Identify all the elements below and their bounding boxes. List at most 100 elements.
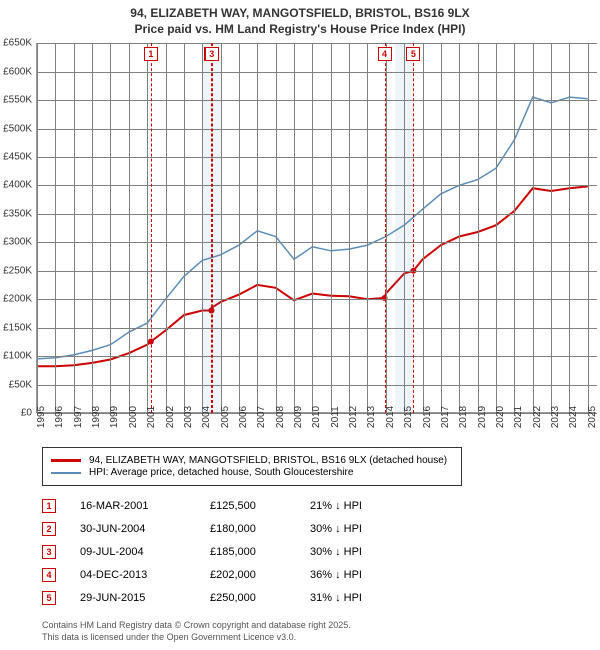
gridline-v bbox=[441, 43, 442, 413]
x-axis-label: 2005 bbox=[220, 406, 231, 428]
x-axis-label: 2025 bbox=[587, 406, 598, 428]
y-axis-label: £0 bbox=[21, 408, 32, 419]
marker-vline bbox=[212, 43, 213, 413]
gridline-v bbox=[478, 43, 479, 413]
table-row: 404-DEC-2013£202,00036% ↓ HPI bbox=[42, 565, 600, 585]
table-marker: 1 bbox=[42, 499, 56, 513]
table-pct: 21% ↓ HPI bbox=[310, 500, 410, 512]
legend-row-red: 94, ELIZABETH WAY, MANGOTSFIELD, BRISTOL… bbox=[51, 455, 453, 466]
x-axis-label: 1995 bbox=[36, 406, 47, 428]
x-axis-label: 2017 bbox=[440, 406, 451, 428]
table-price: £180,000 bbox=[210, 523, 310, 535]
gridline-v bbox=[129, 43, 130, 413]
x-axis-label: 2022 bbox=[532, 406, 543, 428]
gridline-h bbox=[37, 271, 597, 272]
table-row: 309-JUL-2004£185,00030% ↓ HPI bbox=[42, 542, 600, 562]
legend-swatch-red bbox=[51, 459, 81, 462]
gridline-h bbox=[37, 129, 597, 130]
gridline-v bbox=[331, 43, 332, 413]
gridline-v bbox=[514, 43, 515, 413]
y-axis-label: £350K bbox=[3, 208, 32, 219]
gridline-v bbox=[569, 43, 570, 413]
gridline-h bbox=[37, 356, 597, 357]
gridline-v bbox=[74, 43, 75, 413]
table-marker: 4 bbox=[42, 568, 56, 582]
table-price: £250,000 bbox=[210, 592, 310, 604]
gridline-v bbox=[312, 43, 313, 413]
gridline-h bbox=[37, 242, 597, 243]
x-axis-label: 2009 bbox=[293, 406, 304, 428]
footer-line2: This data is licensed under the Open Gov… bbox=[42, 632, 600, 644]
table-date: 30-JUN-2004 bbox=[80, 523, 210, 535]
gridline-v bbox=[533, 43, 534, 413]
table-marker: 5 bbox=[42, 591, 56, 605]
x-axis-label: 2012 bbox=[348, 406, 359, 428]
x-axis-label: 1996 bbox=[54, 406, 65, 428]
table-marker: 2 bbox=[42, 522, 56, 536]
table-price: £202,000 bbox=[210, 569, 310, 581]
gridline-h bbox=[37, 385, 597, 386]
x-axis-label: 2013 bbox=[366, 406, 377, 428]
chart-title: 94, ELIZABETH WAY, MANGOTSFIELD, BRISTOL… bbox=[0, 0, 600, 39]
x-axis-label: 2019 bbox=[477, 406, 488, 428]
legend: 94, ELIZABETH WAY, MANGOTSFIELD, BRISTOL… bbox=[42, 447, 462, 486]
gridline-v bbox=[459, 43, 460, 413]
gridline-v bbox=[257, 43, 258, 413]
y-axis-label: £550K bbox=[3, 95, 32, 106]
x-axis-label: 2010 bbox=[311, 406, 322, 428]
line-svg bbox=[37, 43, 597, 413]
gridline-v bbox=[349, 43, 350, 413]
gridline-h bbox=[37, 299, 597, 300]
gridline-v bbox=[386, 43, 387, 413]
y-axis-label: £250K bbox=[3, 265, 32, 276]
gridline-h bbox=[37, 214, 597, 215]
y-axis-label: £200K bbox=[3, 294, 32, 305]
x-axis-label: 1998 bbox=[91, 406, 102, 428]
title-line2: Price paid vs. HM Land Registry's House … bbox=[0, 22, 600, 38]
gridline-v bbox=[37, 43, 38, 413]
table-date: 09-JUL-2004 bbox=[80, 546, 210, 558]
sales-table: 116-MAR-2001£125,50021% ↓ HPI230-JUN-200… bbox=[42, 496, 600, 608]
footer: Contains HM Land Registry data © Crown c… bbox=[42, 620, 600, 643]
gridline-v bbox=[588, 43, 589, 413]
x-axis-label: 1999 bbox=[109, 406, 120, 428]
y-axis-label: £100K bbox=[3, 351, 32, 362]
x-axis-label: 2004 bbox=[201, 406, 212, 428]
table-row: 529-JUN-2015£250,00031% ↓ HPI bbox=[42, 588, 600, 608]
x-axis-label: 2003 bbox=[183, 406, 194, 428]
shaded-band bbox=[395, 43, 413, 413]
x-axis-label: 1997 bbox=[73, 406, 84, 428]
legend-row-blue: HPI: Average price, detached house, Sout… bbox=[51, 467, 453, 478]
gridline-v bbox=[147, 43, 148, 413]
table-row: 116-MAR-2001£125,50021% ↓ HPI bbox=[42, 496, 600, 516]
plot-region: 12345 bbox=[36, 43, 596, 413]
gridline-v bbox=[496, 43, 497, 413]
x-axis-label: 2023 bbox=[550, 406, 561, 428]
x-axis-label: 2006 bbox=[238, 406, 249, 428]
footer-line1: Contains HM Land Registry data © Crown c… bbox=[42, 620, 600, 632]
x-axis-label: 2015 bbox=[403, 406, 414, 428]
gridline-v bbox=[276, 43, 277, 413]
y-axis-label: £450K bbox=[3, 152, 32, 163]
legend-swatch-blue bbox=[51, 472, 81, 474]
gridline-h bbox=[37, 43, 597, 44]
y-axis-label: £50K bbox=[9, 379, 32, 390]
x-axis-label: 2011 bbox=[330, 406, 341, 428]
y-axis-label: £150K bbox=[3, 322, 32, 333]
chart-area: 12345 £0£50K£100K£150K£200K£250K£300K£35… bbox=[36, 43, 596, 433]
table-price: £125,500 bbox=[210, 500, 310, 512]
marker-box: 3 bbox=[205, 47, 219, 61]
table-row: 230-JUN-2004£180,00030% ↓ HPI bbox=[42, 519, 600, 539]
table-date: 04-DEC-2013 bbox=[80, 569, 210, 581]
x-axis-label: 2000 bbox=[128, 406, 139, 428]
x-axis-label: 2021 bbox=[513, 406, 524, 428]
gridline-h bbox=[37, 185, 597, 186]
legend-label-red: 94, ELIZABETH WAY, MANGOTSFIELD, BRISTOL… bbox=[89, 455, 447, 466]
title-line1: 94, ELIZABETH WAY, MANGOTSFIELD, BRISTOL… bbox=[0, 6, 600, 22]
gridline-h bbox=[37, 328, 597, 329]
y-axis-label: £500K bbox=[3, 123, 32, 134]
marker-box: 1 bbox=[144, 47, 158, 61]
legend-label-blue: HPI: Average price, detached house, Sout… bbox=[89, 467, 353, 478]
marker-vline bbox=[385, 43, 386, 413]
gridline-v bbox=[551, 43, 552, 413]
